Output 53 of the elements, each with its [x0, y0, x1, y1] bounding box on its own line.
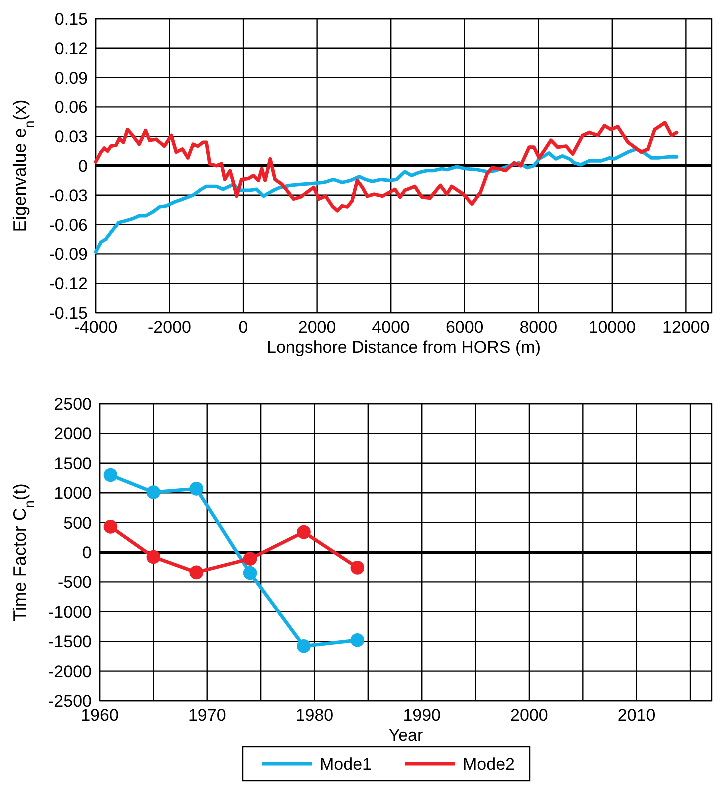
y-tick-label: 0.15 [54, 10, 88, 29]
x-tick-label: 0 [238, 318, 248, 337]
y-tick-label: 1000 [54, 484, 92, 504]
y-tick-label: 0.03 [54, 128, 88, 147]
y-tick-label: 0.06 [54, 98, 88, 118]
x-tick-label: 1960 [81, 706, 119, 725]
y-tick-label: 0 [82, 544, 92, 562]
x-tick-label: 4000 [372, 318, 410, 337]
x-tick-label: 2000 [510, 706, 548, 725]
point [190, 482, 204, 496]
y-tick-label: 2000 [54, 424, 92, 444]
point [104, 468, 118, 482]
x-tick-label: 6000 [446, 318, 484, 337]
x-tick-label: -2000 [148, 318, 192, 337]
point [190, 566, 204, 580]
point [243, 552, 258, 566]
point [146, 486, 161, 500]
y-tick-label: 0.12 [54, 39, 88, 58]
y-tick-label: -0.09 [49, 245, 88, 264]
y-tick-label: 0 [78, 157, 88, 176]
point [146, 550, 161, 564]
y-tick-label: -1000 [48, 602, 92, 622]
legend-label: Mode2 [463, 755, 515, 774]
point [297, 639, 311, 654]
y-tick-label: -0.06 [49, 216, 88, 235]
x-tick-label: 10000 [588, 318, 636, 337]
x-tick-label: 1980 [296, 706, 334, 725]
x-tick-label: 12000 [662, 318, 710, 337]
y-tick-label: -0.03 [49, 186, 88, 206]
point [297, 525, 311, 540]
x-axis-title: Longshore Distance from HORS (m) [267, 338, 541, 357]
x-tick-label: 8000 [520, 318, 558, 337]
y-tick-label: 2500 [54, 395, 92, 414]
point [104, 520, 118, 534]
x-tick-label: -4000 [74, 318, 118, 337]
line-series [94, 121, 679, 213]
legend-label: Mode1 [320, 755, 372, 774]
y-tick-label: 0.09 [54, 68, 88, 88]
x-axis-title: Year [388, 726, 424, 745]
x-tick-label: 2000 [298, 318, 336, 337]
y-tick-label: -500 [58, 573, 92, 592]
x-tick-label: 1990 [403, 706, 442, 725]
y-tick-label: 500 [64, 514, 92, 533]
point [243, 566, 258, 580]
x-tick-label: 1970 [188, 706, 226, 725]
y-tick-label: -1500 [48, 632, 92, 652]
y-tick-label: -2000 [48, 662, 92, 682]
x-tick-label: 2010 [618, 706, 656, 725]
y-tick-label: 1500 [54, 454, 92, 474]
line-series [94, 148, 679, 254]
point [350, 634, 365, 648]
point [350, 561, 365, 575]
y-tick-label: -0.12 [49, 274, 88, 294]
